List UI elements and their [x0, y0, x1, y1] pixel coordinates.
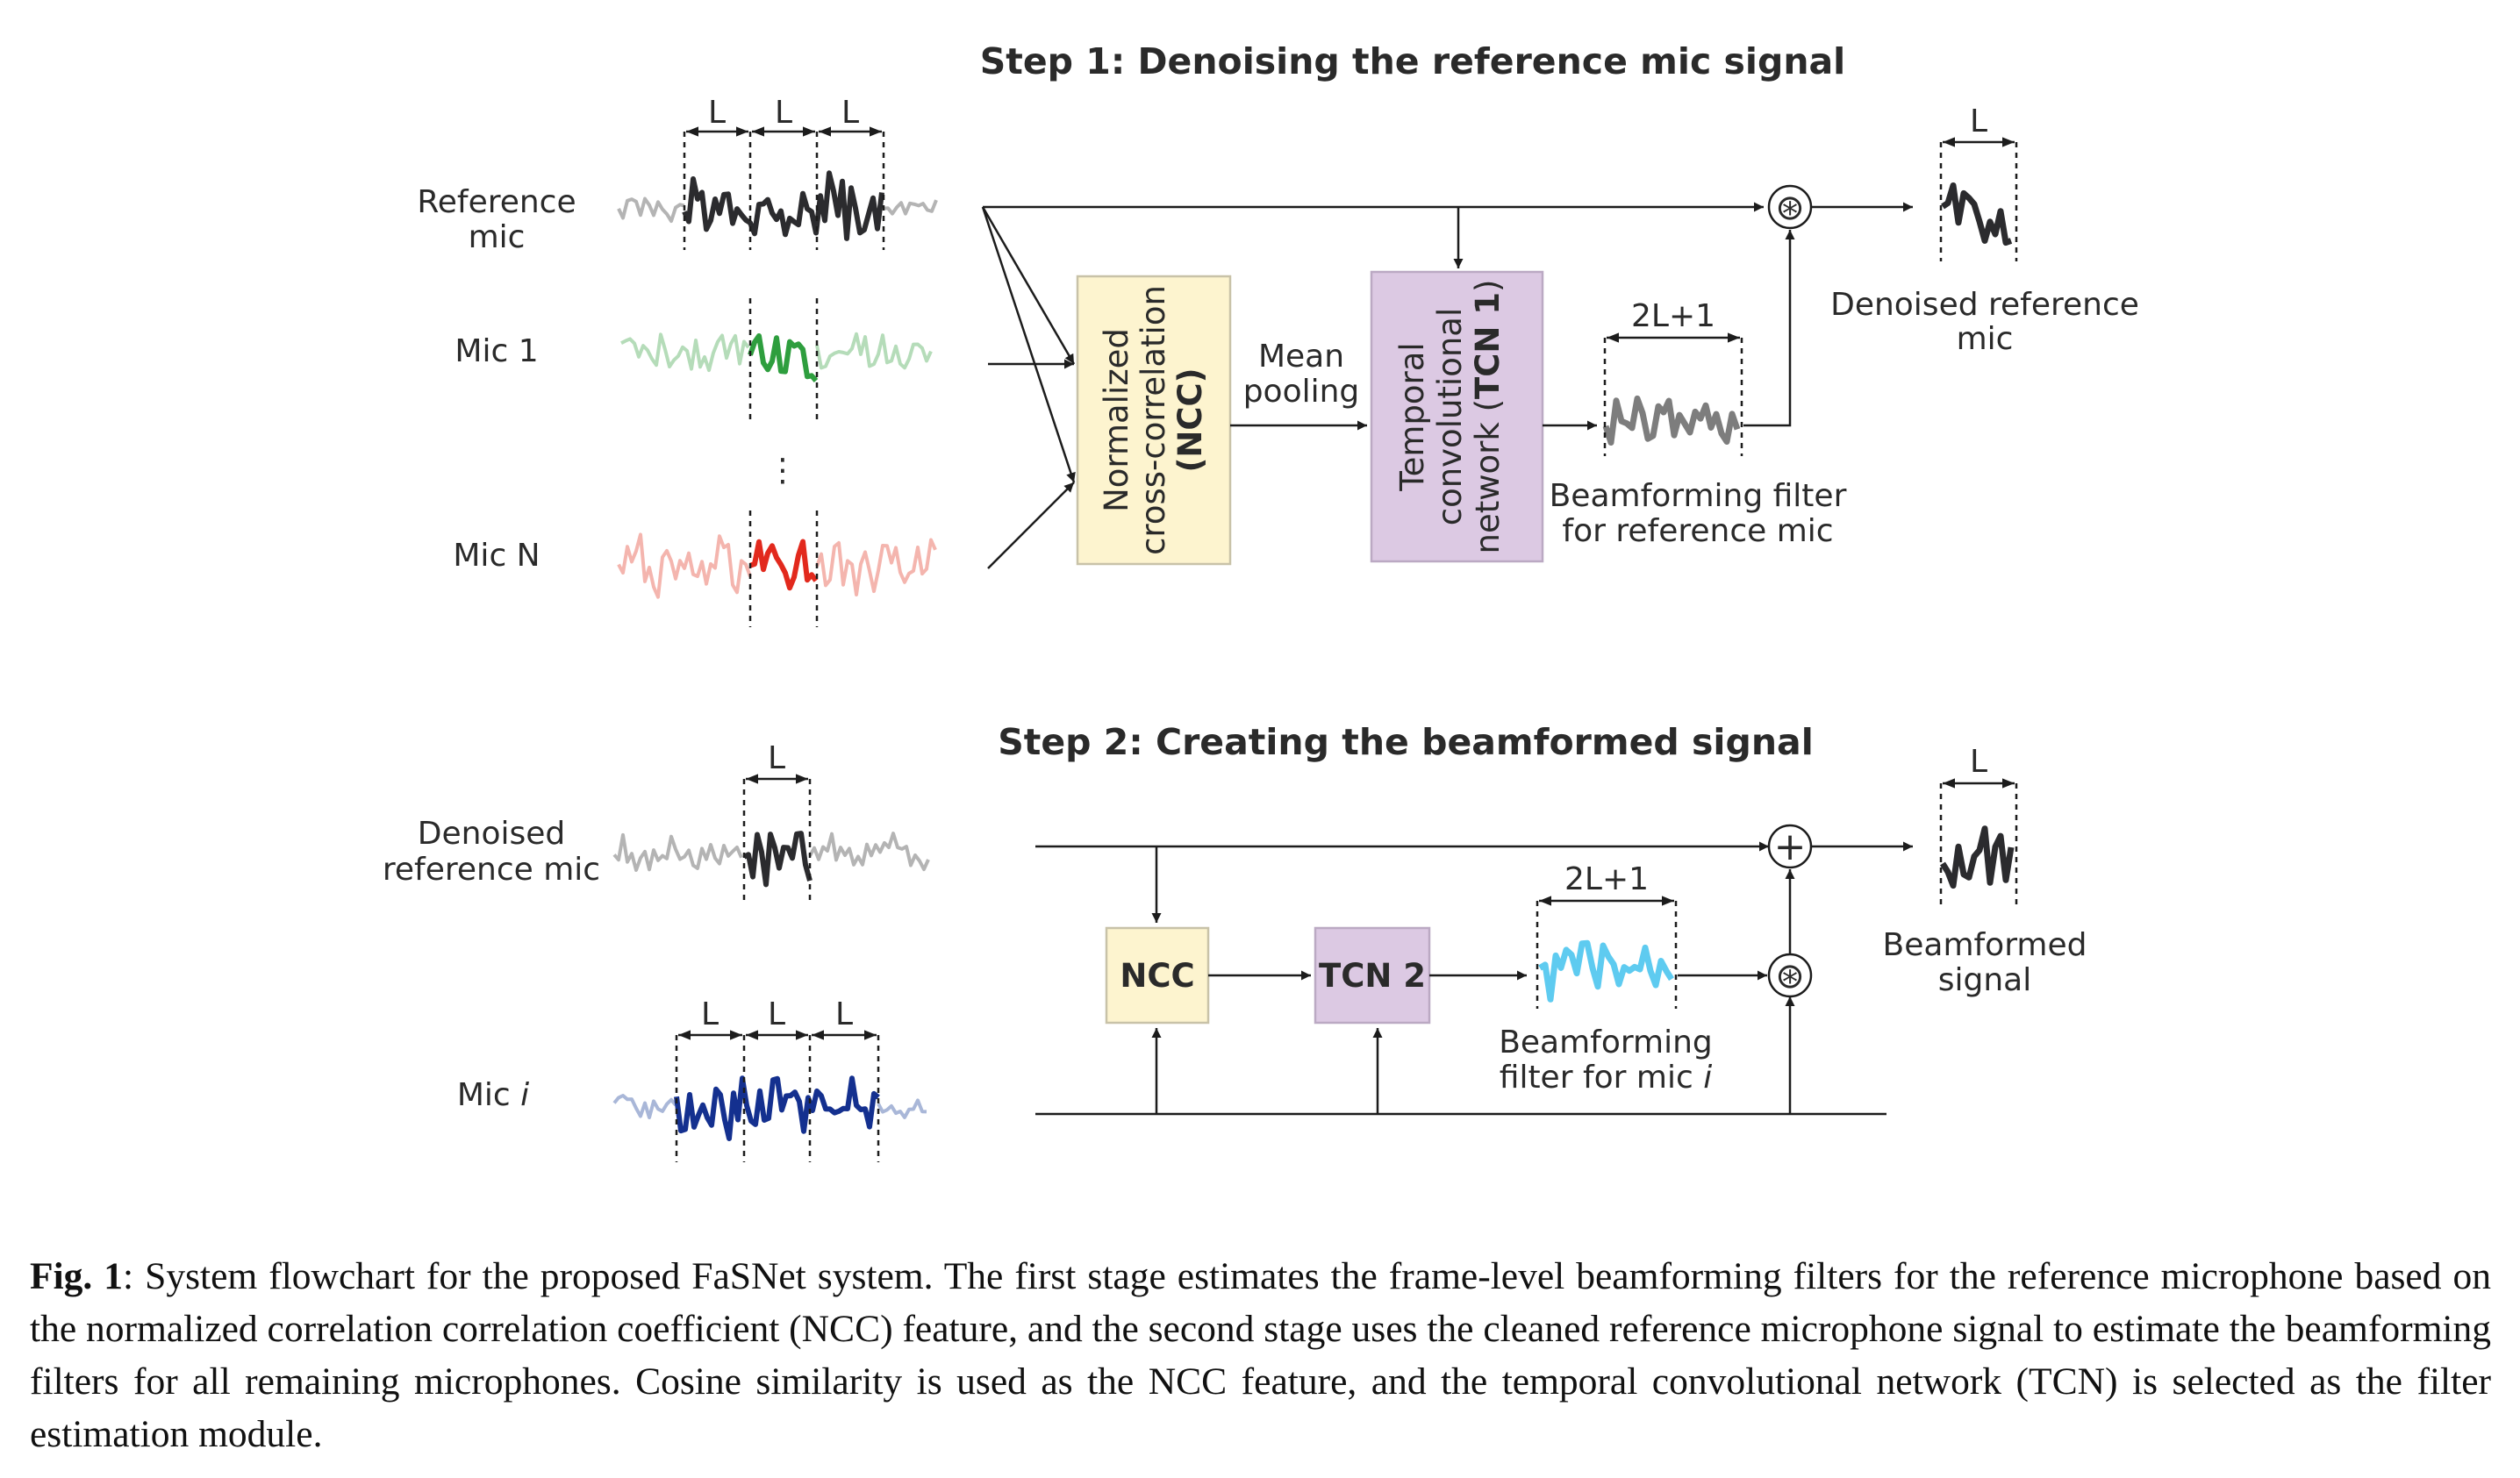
reference-segment-label-3: L [841, 95, 859, 131]
output1-markers [1939, 142, 2018, 261]
figure-caption: Fig. 1: System flowchart for the propose… [30, 1250, 2491, 1460]
pooling-label-line1: Mean [1258, 339, 1344, 375]
waveform-trace [877, 1098, 927, 1119]
micN-label: Mic N [453, 538, 540, 574]
tcn1-box-line1: Temporal [1393, 342, 1431, 491]
caption-label: Fig. 1 [30, 1255, 124, 1297]
mic1-label: Mic 1 [455, 333, 538, 369]
multiply-op-2-symbol: ⊛ [1775, 956, 1805, 996]
denoised-reference-waveform [612, 831, 930, 888]
multiply-op-2 [1767, 953, 1813, 998]
waveform-trace [883, 199, 938, 216]
mic-i-segment-label-2: L [768, 996, 785, 1032]
waveform-trace [815, 332, 933, 370]
reference-segment-label-1: L [708, 95, 726, 131]
reference-mic-label-line2: mic [469, 219, 526, 255]
waveform-trace [617, 196, 685, 224]
caption-text: : System flowchart for the proposed FaSN… [30, 1255, 2491, 1455]
denoised-segment-label: L [768, 740, 785, 776]
mic-i-segment-label-1: L [701, 996, 719, 1032]
mic-i-label: Mic i [457, 1077, 529, 1113]
waveform-trace [1940, 825, 2015, 889]
reference-mic-label-line1: Reference [417, 184, 576, 220]
output2-label-line1: Beamformed [1883, 927, 2087, 963]
filter1-length-label: 2L+1 [1631, 298, 1715, 334]
output2-label-line2: signal [1938, 962, 2032, 998]
ncc-box-line3: (NCC) [1171, 368, 1209, 472]
denoised-reference-label-line1: Denoised [418, 816, 565, 852]
mic-i-segment-label-3: L [835, 996, 853, 1032]
waveform-trace [1602, 395, 1741, 446]
micN-waveform [617, 532, 937, 599]
filter1-caption-line1: Beamforming filter [1550, 478, 1847, 514]
ncc-box [1076, 275, 1232, 566]
tcn1-box-line2: convolutional [1431, 308, 1469, 526]
tcn2-box-label: TCN 2 [1319, 957, 1426, 995]
mic1-waveform [620, 332, 933, 382]
add-op-symbol: + [1774, 825, 1807, 869]
ncc2-box-label: NCC [1120, 957, 1194, 995]
output1-length-label: L [1970, 104, 1987, 139]
waveform-trace [682, 170, 884, 241]
reference-segment-label-2: L [775, 95, 792, 131]
reference-filter-waveform [1602, 395, 1741, 446]
input-arrows [981, 202, 1764, 569]
waveform-trace [612, 832, 743, 872]
step1-title: Step 1: Denoising the reference mic sign… [980, 40, 1845, 82]
ncc-box-line2: cross-correlation [1135, 285, 1172, 555]
filter1-caption-line2: for reference mic [1562, 513, 1833, 549]
micN-segment-markers [748, 511, 819, 627]
step2-flow-lines [1035, 841, 1886, 1116]
waveform-trace [617, 532, 752, 599]
ncc-box-line1: Normalized [1098, 328, 1135, 512]
reference-mic-waveform [617, 170, 938, 241]
tcn2-box [1314, 926, 1431, 1025]
filter2-caption-line2: filter for mic i [1500, 1060, 1712, 1096]
reference-segment-markers [683, 132, 885, 250]
ncc2-box [1105, 926, 1210, 1025]
waveform-trace [674, 1075, 880, 1141]
filter2-caption-line1: Beamforming [1499, 1025, 1713, 1060]
beamformed-output-waveform [1940, 825, 2015, 889]
waveform-trace [808, 832, 930, 872]
waveform-trace [815, 538, 937, 596]
pooling-label-line2: pooling [1243, 374, 1360, 410]
ellipsis-label: ⋮ [767, 453, 798, 489]
output1-label-line2: mic [1957, 321, 2014, 357]
step2-title: Step 2: Creating the beamformed signal [998, 721, 1814, 763]
waveform-trace [742, 831, 813, 888]
filter2-length-label: 2L+1 [1564, 861, 1649, 897]
waveform-trace [749, 539, 819, 591]
waveform-trace [620, 332, 750, 373]
waveform-trace [612, 1094, 677, 1120]
waveform-trace [1538, 939, 1674, 1003]
multiply-op-1-symbol: ⊛ [1775, 188, 1805, 228]
waveform-trace [748, 333, 819, 382]
waveform-trace [1941, 182, 2013, 246]
filter1-markers [1603, 338, 1743, 456]
tcn1-box [1370, 270, 1544, 563]
output1-label-line1: Denoised reference [1830, 287, 2139, 323]
denoised-reference-output-waveform [1941, 182, 2013, 246]
tcn1-box-line3: network (TCN 1) [1469, 280, 1507, 554]
mic-i-waveform [612, 1075, 927, 1141]
mic-i-filter-waveform [1538, 939, 1674, 1003]
output2-length-label: L [1970, 744, 1987, 780]
filter1-to-multiply-arrow [1743, 230, 1795, 427]
filter2-markers [1536, 901, 1678, 1009]
denoised-reference-label-line2: reference mic [383, 852, 600, 888]
mic-i-segment-markers [675, 1035, 880, 1162]
